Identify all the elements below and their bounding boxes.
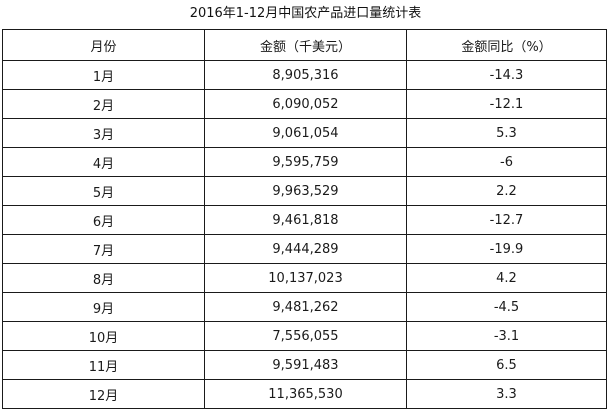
table-row: 8月 10,137,023 4.2 xyxy=(2,263,607,293)
month-cell: 12月 xyxy=(2,379,205,409)
month-cell: 3月 xyxy=(2,118,205,148)
table-body: 1月 8,905,316 -14.3 2月 6,090,052 -12.1 3月 9,061,… xyxy=(2,60,607,409)
amount-cell: 7,556,055 xyxy=(204,321,407,351)
header-yoy: 金额同比（%） xyxy=(406,29,607,61)
yoy-cell: -6 xyxy=(406,147,607,177)
table-row: 7月 9,444,289 -19.9 xyxy=(2,234,607,264)
table-row: 12月 11,365,530 3.3 xyxy=(2,379,607,409)
table-row: 2月 6,090,052 -12.1 xyxy=(2,89,607,119)
yoy-cell: 5.3 xyxy=(406,118,607,148)
table-header: 月份 金额（千美元） 金额同比（%） xyxy=(2,29,607,61)
yoy-cell: 6.5 xyxy=(406,350,607,380)
yoy-cell: -4.5 xyxy=(406,292,607,322)
amount-cell: 9,061,054 xyxy=(204,118,407,148)
amount-cell: 9,963,529 xyxy=(204,176,407,206)
month-cell: 4月 xyxy=(2,147,205,177)
yoy-cell: 3.3 xyxy=(406,379,607,409)
amount-cell: 8,905,316 xyxy=(204,60,407,90)
table-row: 9月 9,481,262 -4.5 xyxy=(2,292,607,322)
table-row: 10月 7,556,055 -3.1 xyxy=(2,321,607,351)
month-cell: 5月 xyxy=(2,176,205,206)
table-row: 3月 9,061,054 5.3 xyxy=(2,118,607,148)
amount-cell: 9,595,759 xyxy=(204,147,407,177)
table-row: 1月 8,905,316 -14.3 xyxy=(2,60,607,90)
header-row: 月份 金额（千美元） 金额同比（%） xyxy=(2,29,607,61)
amount-cell: 9,444,289 xyxy=(204,234,407,264)
amount-cell: 11,365,530 xyxy=(204,379,407,409)
yoy-cell: -3.1 xyxy=(406,321,607,351)
month-cell: 1月 xyxy=(2,60,205,90)
yoy-cell: -14.3 xyxy=(406,60,607,90)
yoy-cell: 4.2 xyxy=(406,263,607,293)
import-statistics-table: 月份 金额（千美元） 金额同比（%） 1月 8,905,316 -14.3 2月 6,0… xyxy=(2,29,607,409)
table-row: 11月 9,591,483 6.5 xyxy=(2,350,607,380)
table-row: 5月 9,963,529 2.2 xyxy=(2,176,607,206)
month-cell: 10月 xyxy=(2,321,205,351)
yoy-cell: -19.9 xyxy=(406,234,607,264)
table-row: 6月 9,461,818 -12.7 xyxy=(2,205,607,235)
month-cell: 11月 xyxy=(2,350,205,380)
header-amount: 金额（千美元） xyxy=(204,29,407,61)
table-row: 4月 9,595,759 -6 xyxy=(2,147,607,177)
amount-cell: 6,090,052 xyxy=(204,89,407,119)
month-cell: 9月 xyxy=(2,292,205,322)
table-title: 2016年1-12月中国农产品进口量统计表 xyxy=(189,6,422,21)
yoy-cell: 2.2 xyxy=(406,176,607,206)
yoy-cell: -12.1 xyxy=(406,89,607,119)
amount-cell: 9,461,818 xyxy=(204,205,407,235)
month-cell: 8月 xyxy=(2,263,205,293)
month-cell: 7月 xyxy=(2,234,205,264)
header-month: 月份 xyxy=(2,29,205,61)
yoy-cell: -12.7 xyxy=(406,205,607,235)
amount-cell: 9,591,483 xyxy=(204,350,407,380)
amount-cell: 10,137,023 xyxy=(204,263,407,293)
amount-cell: 9,481,262 xyxy=(204,292,407,322)
month-cell: 6月 xyxy=(2,205,205,235)
month-cell: 2月 xyxy=(2,89,205,119)
